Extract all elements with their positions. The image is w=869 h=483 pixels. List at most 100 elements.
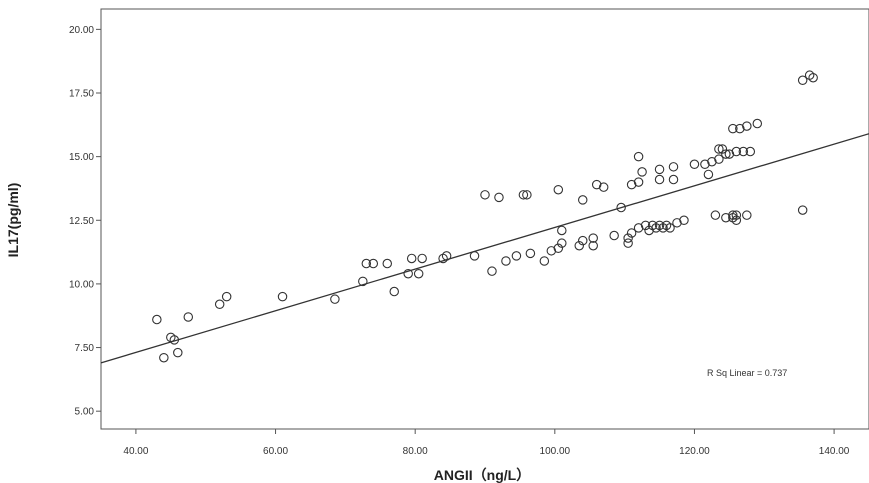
data-point bbox=[361, 258, 372, 269]
data-point bbox=[626, 228, 637, 238]
data-point bbox=[714, 144, 724, 154]
data-point bbox=[574, 240, 585, 251]
data-point bbox=[169, 335, 180, 345]
data-point bbox=[403, 268, 413, 279]
data-points bbox=[152, 70, 818, 363]
data-point bbox=[797, 205, 808, 215]
data-point bbox=[640, 220, 651, 231]
data-point bbox=[358, 276, 368, 287]
data-point bbox=[557, 238, 567, 248]
data-point bbox=[710, 210, 721, 220]
data-point bbox=[277, 291, 288, 302]
data-point bbox=[553, 184, 564, 195]
data-point bbox=[525, 248, 536, 259]
x-tick-label: 120.00 bbox=[679, 446, 710, 457]
y-tick-label: 17.50 bbox=[69, 89, 94, 100]
y-tick-label: 20.00 bbox=[69, 25, 94, 36]
y-axis-ticks: 5.00 7.50 10.00 12.50 15.00 17.50 20.00 bbox=[69, 25, 101, 418]
data-point bbox=[668, 162, 679, 172]
data-point bbox=[633, 223, 644, 233]
data-point bbox=[539, 256, 550, 266]
data-point bbox=[501, 256, 511, 266]
data-point bbox=[623, 233, 633, 243]
y-tick-label: 7.50 bbox=[75, 343, 95, 354]
data-point bbox=[626, 179, 637, 190]
data-point bbox=[389, 286, 399, 297]
data-point bbox=[616, 202, 626, 213]
x-axis-ticks: 40.00 60.00 80.00 100.00 120.00 140.00 bbox=[123, 429, 850, 457]
data-point bbox=[406, 253, 417, 264]
data-point bbox=[417, 253, 427, 264]
regression-line bbox=[100, 133, 869, 364]
data-point bbox=[522, 190, 532, 200]
x-tick-label: 100.00 bbox=[540, 446, 571, 457]
data-point bbox=[724, 149, 735, 159]
data-point bbox=[742, 121, 752, 131]
x-axis-title: ANGII（ng/L） bbox=[434, 467, 530, 483]
data-point bbox=[665, 223, 675, 233]
data-point bbox=[518, 190, 529, 200]
data-point bbox=[159, 352, 169, 363]
data-point bbox=[609, 230, 619, 241]
data-point bbox=[591, 179, 602, 190]
data-point bbox=[368, 258, 379, 269]
data-point bbox=[721, 149, 731, 159]
data-point bbox=[654, 174, 665, 185]
data-point bbox=[221, 291, 232, 302]
data-point bbox=[679, 215, 689, 226]
data-point bbox=[707, 156, 717, 167]
data-point bbox=[644, 225, 654, 236]
data-point bbox=[752, 118, 763, 129]
data-point bbox=[330, 294, 340, 304]
y-tick-label: 5.00 bbox=[75, 407, 95, 418]
data-point bbox=[717, 144, 728, 154]
data-point bbox=[731, 146, 742, 157]
data-point bbox=[553, 243, 564, 254]
data-point bbox=[623, 238, 633, 248]
data-point bbox=[577, 195, 588, 205]
data-point bbox=[728, 123, 738, 134]
data-point bbox=[546, 246, 557, 256]
data-point bbox=[183, 312, 194, 322]
data-point bbox=[700, 159, 710, 170]
data-point bbox=[797, 75, 808, 86]
data-point bbox=[480, 190, 490, 200]
y-tick-label: 15.00 bbox=[69, 152, 94, 163]
data-point bbox=[735, 123, 745, 134]
data-point bbox=[689, 159, 700, 170]
data-point bbox=[672, 218, 682, 228]
x-tick-label: 40.00 bbox=[123, 446, 148, 457]
data-point bbox=[714, 154, 724, 164]
data-point bbox=[441, 251, 452, 261]
data-point bbox=[654, 164, 665, 175]
data-point bbox=[382, 258, 393, 269]
data-point bbox=[588, 240, 598, 251]
data-point bbox=[633, 177, 644, 187]
data-point bbox=[487, 266, 497, 276]
y-axis-title: IL17(pg/ml) bbox=[5, 183, 21, 258]
data-point bbox=[469, 251, 480, 261]
data-point bbox=[731, 210, 742, 220]
y-tick-label: 12.50 bbox=[69, 216, 94, 227]
data-point bbox=[577, 235, 588, 246]
data-point bbox=[668, 174, 679, 185]
data-point bbox=[745, 146, 756, 157]
x-tick-label: 60.00 bbox=[263, 446, 288, 457]
data-point bbox=[152, 314, 162, 325]
y-tick-label: 10.00 bbox=[69, 279, 94, 290]
data-point bbox=[494, 192, 504, 203]
x-tick-label: 140.00 bbox=[819, 446, 850, 457]
data-point bbox=[214, 299, 225, 310]
data-point bbox=[728, 210, 738, 220]
x-tick-label: 80.00 bbox=[403, 446, 428, 457]
data-point bbox=[808, 72, 818, 83]
data-point bbox=[721, 212, 731, 223]
data-point bbox=[413, 268, 424, 279]
data-point bbox=[731, 215, 742, 226]
data-point bbox=[557, 225, 567, 236]
data-point bbox=[588, 233, 598, 243]
r-squared-annotation: R Sq Linear = 0.737 bbox=[707, 368, 787, 378]
data-point bbox=[598, 182, 609, 192]
plot-area bbox=[100, 8, 869, 430]
